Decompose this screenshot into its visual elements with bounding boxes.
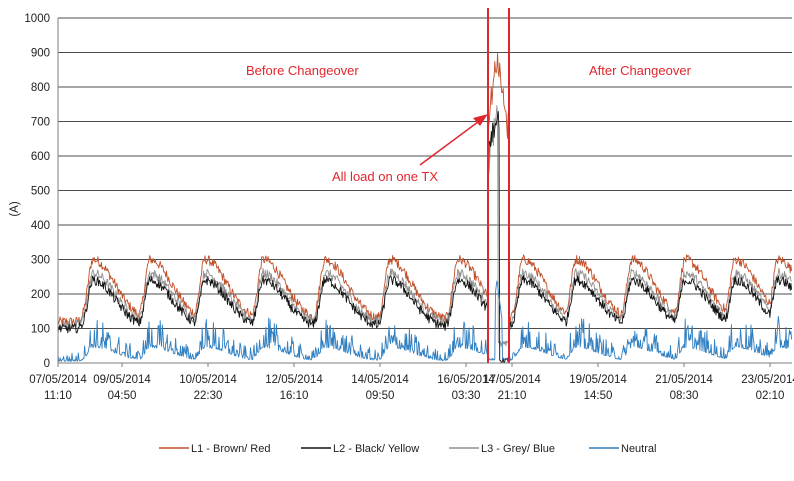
series-l1-brown-red	[57, 52, 793, 326]
x-tick-label-date: 21/05/2014	[655, 374, 713, 386]
series-l3-grey-blue	[57, 105, 792, 348]
y-tick-label: 1000	[24, 13, 50, 25]
legend-label-l1: L1 - Brown/ Red	[191, 443, 270, 455]
x-tick-label-time: 04:50	[108, 390, 137, 402]
x-tick-label-time: 09:50	[366, 390, 395, 402]
x-tick-label-time: 21:10	[498, 390, 527, 402]
x-tick-label-time: 08:30	[670, 390, 699, 402]
y-tick-label: 800	[31, 82, 50, 94]
x-axis-ticks: 07/05/2014 11:10 09/05/2014 04:50 10/05/2014…	[29, 363, 794, 402]
y-tick-label: 400	[31, 220, 50, 232]
x-tick-label-time: 03:30	[452, 390, 481, 402]
y-tick-label: 600	[31, 151, 50, 163]
x-tick-label-date: 10/05/2014	[179, 374, 237, 386]
annotation-before-changeover: Before Changeover	[246, 63, 359, 78]
y-axis-ticks: 0 100 200 300 400 500 600 700 800 900 1000	[24, 13, 50, 370]
legend: L1 - Brown/ Red L2 - Black/ Yellow L3 - …	[159, 443, 656, 455]
y-tick-label: 500	[31, 186, 50, 198]
x-tick-label-time: 11:10	[44, 390, 72, 402]
y-tick-label: 100	[31, 324, 50, 336]
y-tick-label: 900	[31, 48, 50, 60]
y-tick-label: 300	[31, 255, 50, 267]
legend-label-neutral: Neutral	[621, 443, 656, 455]
y-axis-label: (A)	[9, 201, 21, 217]
x-tick-label-date: 09/05/2014	[93, 374, 151, 386]
annotation-after-changeover: After Changeover	[589, 63, 692, 78]
series-neutral	[57, 280, 793, 362]
x-tick-label-date: 14/05/2014	[351, 374, 409, 386]
x-tick-label-date: 17/05/2014	[483, 374, 541, 386]
x-tick-label-time: 16:10	[280, 390, 309, 402]
y-tick-label: 200	[31, 289, 50, 301]
x-tick-label-time: 02:10	[756, 390, 785, 402]
x-tick-label-date: 12/05/2014	[265, 374, 323, 386]
series-layer	[57, 52, 793, 364]
legend-label-l3: L3 - Grey/ Blue	[481, 443, 555, 455]
x-tick-label-time: 14:50	[584, 390, 613, 402]
y-tick-label: 0	[44, 358, 50, 370]
y-tick-label: 700	[31, 117, 50, 129]
annotation-arrow	[419, 114, 488, 166]
annotation-all-load-one-tx: All load on one TX	[332, 169, 438, 184]
x-tick-label-date: 19/05/2014	[569, 374, 627, 386]
gridlines	[58, 17, 792, 329]
x-tick-label-date: 23/05/2014	[741, 374, 794, 386]
series-l2-black-yellow	[57, 111, 793, 364]
x-tick-label-time: 22:30	[194, 390, 223, 402]
legend-label-l2: L2 - Black/ Yellow	[333, 443, 419, 455]
x-tick-label-date: 07/05/2014	[29, 374, 87, 386]
x-tick-label-date: 16/05/2014	[437, 374, 495, 386]
